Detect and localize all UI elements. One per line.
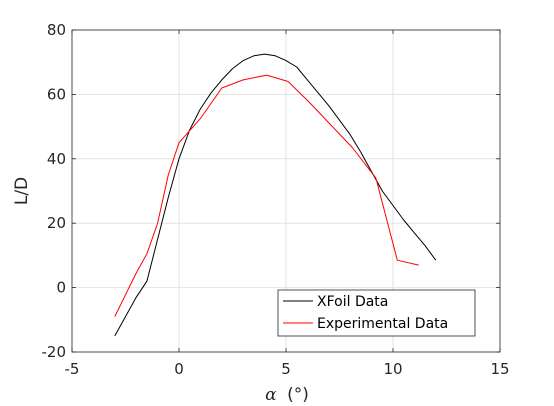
y-tick-label: 60 bbox=[47, 85, 66, 103]
legend: XFoil Data Experimental Data bbox=[277, 289, 476, 337]
y-tick-label: 80 bbox=[47, 21, 66, 39]
legend-label-xfoil: XFoil Data bbox=[317, 294, 388, 310]
y-tick-label: 20 bbox=[47, 214, 66, 232]
y-tick-label: -20 bbox=[42, 343, 67, 361]
y-axis-label: L/D bbox=[12, 177, 32, 205]
x-axis-label-unit: (°) bbox=[287, 385, 309, 405]
x-axis-label-symbol: α bbox=[265, 385, 277, 405]
y-axis-ticks: -20 0 20 40 60 80 bbox=[42, 21, 500, 361]
x-tick-label: 5 bbox=[281, 360, 291, 378]
x-tick-label: 15 bbox=[490, 360, 509, 378]
x-tick-label: 10 bbox=[383, 360, 402, 378]
series-line-experimental bbox=[114, 74, 419, 317]
x-tick-label: -5 bbox=[65, 360, 80, 378]
x-axis-ticks: -5 0 5 10 15 bbox=[65, 30, 510, 378]
legend-box bbox=[277, 289, 476, 337]
legend-label-experimental: Experimental Data bbox=[317, 316, 448, 332]
x-axis-label: α (°) bbox=[265, 385, 309, 405]
y-tick-label: 0 bbox=[56, 279, 66, 297]
y-tick-label: 40 bbox=[47, 150, 66, 168]
series-line-xfoil bbox=[114, 53, 437, 337]
series-layer bbox=[114, 53, 437, 337]
x-tick-label: 0 bbox=[174, 360, 184, 378]
